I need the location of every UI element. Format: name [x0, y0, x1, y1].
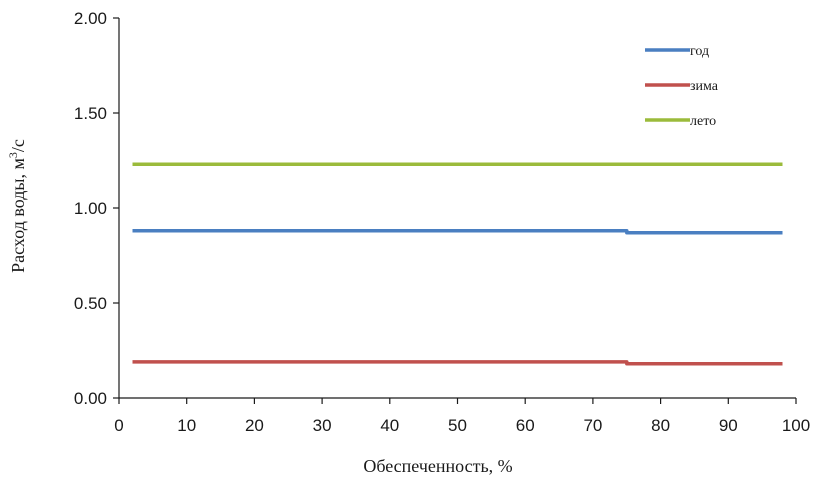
- y-axis-title-main: Расход воды, м: [8, 158, 28, 273]
- x-tick-label: 0: [114, 416, 123, 435]
- x-tick-label: 80: [651, 416, 670, 435]
- x-tick-label: 90: [719, 416, 738, 435]
- y-tick-label: 1.50: [74, 104, 107, 123]
- x-tick-label: 30: [313, 416, 332, 435]
- x-tick-label: 50: [448, 416, 467, 435]
- y-tick-label: 2.00: [74, 9, 107, 28]
- x-axis-title: Обеспеченность, %: [363, 456, 512, 476]
- x-tick-label: 20: [245, 416, 264, 435]
- legend: год зима лето: [645, 44, 719, 129]
- y-tick-label: 0.00: [74, 389, 107, 408]
- series-lines: [132, 162, 783, 366]
- y-axis-title: Расход воды, м3/с: [6, 139, 28, 273]
- x-tick-label: 10: [177, 416, 196, 435]
- y-axis-ticks: 0.00 0.50 1.00 1.50 2.00: [74, 9, 119, 408]
- x-tick-label: 60: [516, 416, 535, 435]
- legend-label-лето: лето: [690, 114, 716, 129]
- series-line-год: [132, 229, 783, 235]
- x-tick-label: 100: [782, 416, 810, 435]
- series-line-зима: [132, 360, 783, 366]
- x-tick-label: 70: [583, 416, 602, 435]
- y-axis-title-superscript: 3: [6, 152, 20, 158]
- y-tick-label: 1.00: [74, 199, 107, 218]
- legend-label-год: год: [690, 44, 709, 59]
- legend-label-зима: зима: [690, 79, 719, 94]
- y-axis-title-suffix: /с: [8, 139, 28, 152]
- x-tick-label: 40: [380, 416, 399, 435]
- axes: [118, 18, 796, 399]
- y-tick-label: 0.50: [74, 294, 107, 313]
- x-axis-ticks: 0 10 20 30 40 50 60 70 80 90 100: [114, 398, 810, 435]
